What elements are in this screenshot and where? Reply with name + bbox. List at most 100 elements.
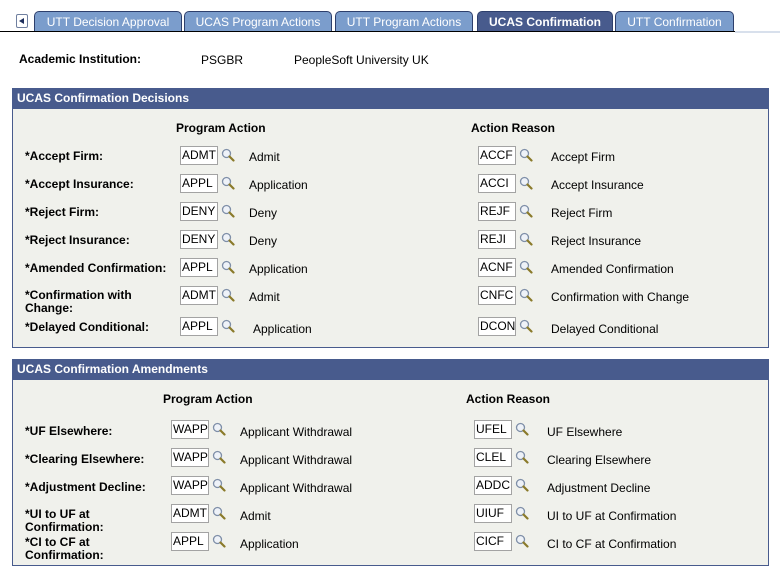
accept-firm-action-reason-input[interactable]: ACCF: [478, 146, 516, 165]
lookup-icon[interactable]: [515, 506, 529, 520]
lookup-icon[interactable]: [221, 288, 235, 302]
lookup-icon[interactable]: [212, 422, 226, 436]
tab-ucas-confirmation[interactable]: UCAS Confirmation: [477, 11, 613, 32]
amended-confirmation-action-reason-input[interactable]: ACNF: [478, 258, 516, 277]
action-reason-description: Delayed Conditional: [551, 322, 659, 336]
lookup-icon[interactable]: [212, 450, 226, 464]
label-line-2: Confirmation:: [25, 548, 104, 562]
lookup-icon[interactable]: [515, 450, 529, 464]
accept-firm-program-action-input[interactable]: ADMT: [180, 146, 218, 165]
academic-institution-code: PSGBR: [201, 53, 244, 67]
ucas-confirmation-amendments-group: UCAS Confirmation Amendments Program Act…: [12, 359, 769, 566]
action-reason-description: CI to CF at Confirmation: [547, 537, 677, 551]
academic-institution-label: Academic Institution:: [19, 52, 142, 66]
reject-insurance-program-action-input[interactable]: DENY: [180, 230, 218, 249]
ui-to-uf-program-action-input[interactable]: ADMT: [171, 504, 209, 523]
reject-firm-action-reason-input[interactable]: REJF: [478, 202, 516, 221]
adjustment-decline-program-action-input[interactable]: WAPP: [171, 476, 209, 495]
row-label-clearing-elsewhere: *Clearing Elsewhere:: [25, 452, 145, 466]
lookup-icon[interactable]: [519, 260, 533, 274]
program-action-description: Applicant Withdrawal: [240, 453, 353, 467]
action-reason-description: Accept Insurance: [551, 178, 644, 192]
reject-insurance-action-reason-input[interactable]: REJI: [478, 230, 516, 249]
delayed-conditional-program-action-input[interactable]: APPL: [180, 317, 218, 336]
action-reason-description: Adjustment Decline: [547, 481, 651, 495]
row-label-amended-confirmation: *Amended Confirmation:: [25, 261, 167, 275]
group-header: UCAS Confirmation Amendments: [13, 360, 768, 380]
action-reason-description: Confirmation with Change: [551, 290, 690, 304]
action-reason-description: Clearing Elsewhere: [547, 453, 652, 467]
tab-utt-confirmation[interactable]: UTT Confirmation: [615, 11, 734, 32]
row-label-reject-firm: *Reject Firm:: [25, 205, 100, 219]
lookup-icon[interactable]: [519, 288, 533, 302]
program-action-header: Program Action: [176, 121, 266, 135]
tab-divider: [0, 31, 735, 32]
tab-scroll-left-button[interactable]: [16, 14, 28, 28]
reject-firm-program-action-input[interactable]: DENY: [180, 202, 218, 221]
program-action-description: Applicant Withdrawal: [240, 425, 353, 439]
group-header: UCAS Confirmation Decisions: [13, 89, 768, 109]
uf-elsewhere-program-action-input[interactable]: WAPP: [171, 420, 209, 439]
lookup-icon[interactable]: [515, 422, 529, 436]
label-line-2: Change:: [25, 301, 73, 315]
clearing-elsewhere-program-action-input[interactable]: WAPP: [171, 448, 209, 467]
confirmation-with-change-action-reason-input[interactable]: CNFC: [478, 286, 516, 305]
lookup-icon[interactable]: [212, 534, 226, 548]
confirmation-with-change-program-action-input[interactable]: ADMT: [180, 286, 218, 305]
program-action-description: Deny: [249, 234, 278, 248]
program-action-description: Application: [249, 262, 308, 276]
tab-bar: UTT Decision Approval UCAS Program Actio…: [0, 0, 780, 33]
ci-to-cf-program-action-input[interactable]: APPL: [171, 532, 209, 551]
lookup-icon[interactable]: [221, 232, 235, 246]
row-label-ci-to-cf-at-confirmation: *CI to CF at Confirmation:: [25, 536, 104, 562]
lookup-icon[interactable]: [519, 319, 533, 333]
uf-elsewhere-action-reason-input[interactable]: UFEL: [474, 420, 512, 439]
label-line-1: *Confirmation with: [25, 288, 132, 302]
program-action-description: Application: [240, 537, 299, 551]
row-label-accept-insurance: *Accept Insurance:: [25, 177, 134, 191]
lookup-icon[interactable]: [519, 204, 533, 218]
lookup-icon[interactable]: [212, 478, 226, 492]
row-label-uf-elsewhere: *UF Elsewhere:: [25, 424, 113, 438]
lookup-icon[interactable]: [519, 176, 533, 190]
accept-insurance-action-reason-input[interactable]: ACCI: [478, 174, 516, 193]
lookup-icon[interactable]: [221, 319, 235, 333]
amended-confirmation-program-action-input[interactable]: APPL: [180, 258, 218, 277]
ci-to-cf-action-reason-input[interactable]: CICF: [474, 532, 512, 551]
clearing-elsewhere-action-reason-input[interactable]: CLEL: [474, 448, 512, 467]
row-label-ui-to-uf-at-confirmation: *UI to UF at Confirmation:: [25, 508, 104, 534]
lookup-icon[interactable]: [519, 232, 533, 246]
tab-utt-program-actions[interactable]: UTT Program Actions: [335, 11, 473, 32]
lookup-icon[interactable]: [212, 506, 226, 520]
program-action-description: Application: [253, 322, 312, 336]
lookup-icon[interactable]: [221, 260, 235, 274]
program-action-header: Program Action: [163, 392, 253, 406]
academic-institution-name: PeopleSoft University UK: [294, 53, 429, 67]
adjustment-decline-action-reason-input[interactable]: ADDC: [474, 476, 512, 495]
action-reason-header: Action Reason: [471, 121, 556, 135]
delayed-conditional-action-reason-input[interactable]: DCON: [478, 317, 516, 336]
tab-ucas-program-actions[interactable]: UCAS Program Actions: [184, 11, 332, 32]
tab-label: UTT Decision Approval: [46, 15, 170, 29]
action-reason-description: Accept Firm: [551, 150, 616, 164]
program-action-description: Admit: [240, 509, 271, 523]
action-reason-description: UI to UF at Confirmation: [547, 509, 677, 523]
label-line-1: *CI to CF at: [25, 535, 90, 549]
row-label-reject-insurance: *Reject Insurance:: [25, 233, 130, 247]
lookup-icon[interactable]: [515, 478, 529, 492]
lookup-icon[interactable]: [221, 176, 235, 190]
lookup-icon[interactable]: [221, 204, 235, 218]
lookup-icon[interactable]: [519, 148, 533, 162]
program-action-description: Deny: [249, 206, 278, 220]
program-action-description: Admit: [249, 290, 280, 304]
accept-insurance-program-action-input[interactable]: APPL: [180, 174, 218, 193]
row-label-adjustment-decline: *Adjustment Decline:: [25, 480, 146, 494]
row-label-accept-firm: *Accept Firm:: [25, 149, 104, 163]
lookup-icon[interactable]: [515, 534, 529, 548]
tab-label: UTT Program Actions: [346, 15, 462, 29]
lookup-icon[interactable]: [221, 148, 235, 162]
ui-to-uf-action-reason-input[interactable]: UIUF: [474, 504, 512, 523]
tab-utt-decision-approval[interactable]: UTT Decision Approval: [34, 11, 182, 32]
tab-label: UCAS Confirmation: [489, 15, 601, 29]
action-reason-description: Reject Insurance: [551, 234, 642, 248]
